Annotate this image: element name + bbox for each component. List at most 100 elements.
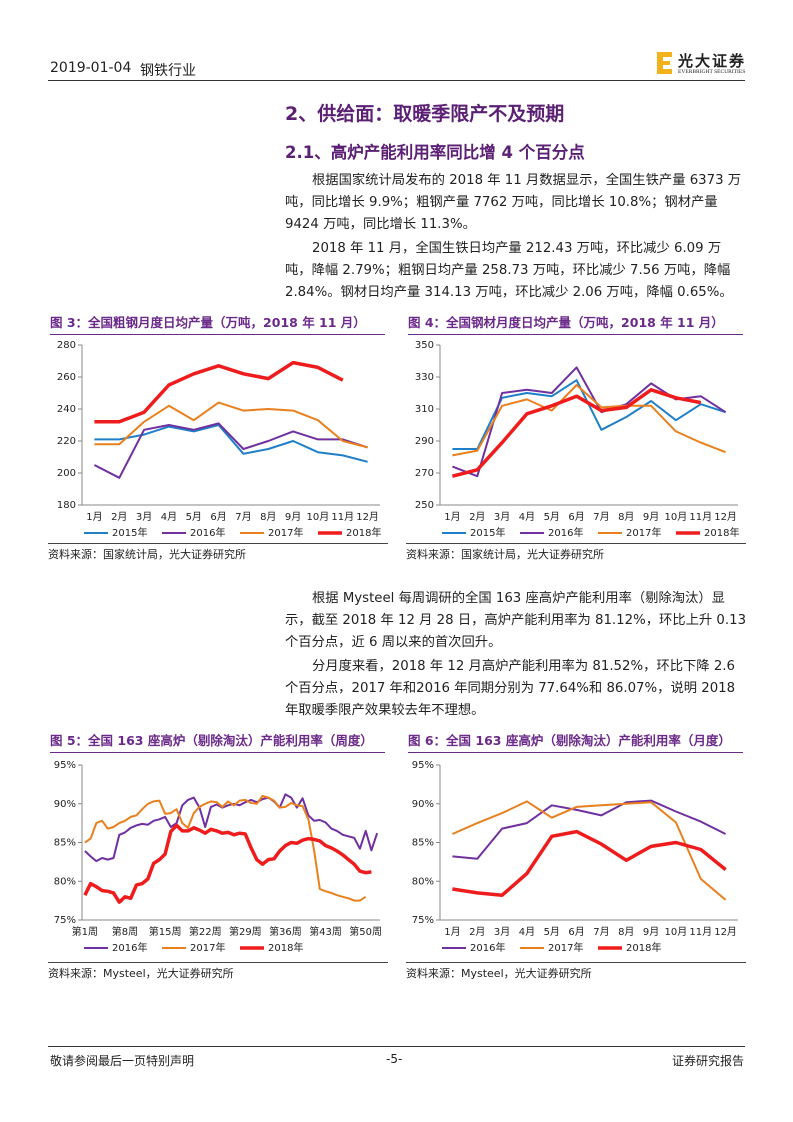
x-tick-label: 11月 — [689, 926, 712, 938]
y-tick-label: 310 — [415, 404, 434, 415]
series-line — [452, 799, 727, 860]
series-line — [83, 823, 372, 904]
x-tick-label: 7月 — [235, 511, 251, 523]
header-industry: 钢铁行业 — [140, 63, 196, 79]
legend-label: 2018年 — [704, 526, 739, 539]
y-tick-label: 330 — [415, 372, 434, 383]
x-tick-label: 第50周 — [349, 925, 382, 938]
x-tick-label: 12月 — [356, 511, 379, 523]
chart: 75% 80% 85% 90% 95% 1月 2月 3月 4月 5月 6月 7月 8月 9月 10月 11月 1… — [412, 760, 738, 954]
header-date: 2019-01-04 — [50, 60, 132, 76]
x-tick-label: 9月 — [643, 926, 659, 938]
y-tick-label: 80% — [54, 876, 76, 887]
x-tick-label: 8月 — [618, 511, 634, 523]
y-tick-label: 85% — [54, 838, 76, 849]
x-tick-label: 第1周 — [72, 925, 98, 938]
series-line — [94, 401, 368, 449]
legend-label: 2015年 — [470, 526, 505, 539]
legend-label: 2018年 — [268, 941, 303, 954]
x-tick-label: 10月 — [307, 511, 330, 523]
paragraph: 根据国家统计局发布的 2018 年 11 月数据显示，全国生铁产量 6373 万… — [285, 173, 742, 232]
subsection-heading: 2.1、高炉产能利用率同比增 4 个百分点 — [285, 143, 585, 162]
footer-left: 敬请参阅最后一页特别声明 — [50, 1054, 195, 1068]
x-tick-label: 12月 — [714, 926, 737, 938]
legend-label: 2017年 — [268, 526, 303, 539]
x-tick-label: 3月 — [494, 511, 510, 523]
y-tick-label: 85% — [412, 838, 434, 849]
x-tick-label: 10月 — [665, 926, 688, 938]
paragraph: 分月度来看，2018 年 12 月高炉产能利用率为 81.52%，环比下降 2.… — [285, 659, 736, 718]
series-line — [451, 800, 727, 901]
x-tick-label: 5月 — [544, 926, 560, 938]
section-heading: 2、供给面：取暖季限产不及预期 — [285, 103, 565, 125]
x-tick-label: 6月 — [568, 511, 584, 523]
logo-text: 光大证券 — [678, 52, 747, 70]
x-tick-label: 10月 — [665, 511, 688, 523]
figure-title: 图 3：全国粗钢月度日均产量（万吨，2018 年 11 月） — [50, 312, 385, 335]
legend-label: 2017年 — [190, 941, 225, 954]
x-tick-label: 5月 — [544, 511, 560, 523]
x-tick-label: 第15周 — [149, 925, 182, 938]
legend-label: 2016年 — [470, 941, 505, 954]
legend-label: 2015年 — [112, 526, 147, 539]
series-line — [452, 384, 726, 457]
x-tick-label: 9月 — [643, 511, 659, 523]
y-tick-label: 90% — [54, 799, 76, 810]
x-tick-label: 2月 — [469, 511, 485, 523]
source-note: 资料来源：Mysteel，光大证券研究所 — [48, 962, 388, 981]
logo-icon — [657, 52, 672, 74]
series-line — [451, 388, 702, 478]
series-line — [452, 829, 727, 897]
source-note: 资料来源：国家统计局，光大证券研究所 — [406, 543, 746, 562]
x-tick-label: 9月 — [285, 511, 301, 523]
y-tick-label: 270 — [415, 468, 434, 479]
y-tick-label: 75% — [412, 915, 434, 926]
chart: 75% 80% 85% 90% 95% 第1周 第8周 第15周 第22周 第29周 第36周 第43… — [54, 760, 382, 954]
y-tick-label: 200 — [57, 468, 76, 479]
source-note: 资料来源：Mysteel，光大证券研究所 — [406, 962, 746, 981]
x-tick-label: 1月 — [444, 926, 460, 938]
y-tick-label: 180 — [57, 500, 76, 511]
x-tick-label: 12月 — [714, 511, 737, 523]
legend-label: 2016年 — [112, 941, 147, 954]
paragraph: 根据 Mysteel 每周调研的全国 163 座高炉产能利用率（剔除淘汰）显示，… — [285, 591, 747, 650]
x-tick-label: 7月 — [593, 511, 609, 523]
x-tick-label: 第8周 — [112, 925, 138, 938]
header-rule — [48, 80, 745, 81]
y-tick-label: 80% — [412, 876, 434, 887]
x-tick-label: 第36周 — [269, 925, 302, 938]
x-tick-label: 6月 — [210, 511, 226, 523]
source-note: 资料来源：国家统计局，光大证券研究所 — [48, 543, 388, 562]
figure-title: 图 4：全国钢材月度日均产量（万吨，2018 年 11 月） — [408, 312, 743, 335]
x-tick-label: 2月 — [111, 511, 127, 523]
x-tick-label: 4月 — [161, 511, 177, 523]
y-tick-label: 240 — [57, 404, 76, 415]
series-line — [84, 795, 367, 902]
x-tick-label: 8月 — [260, 511, 276, 523]
y-tick-label: 280 — [57, 340, 76, 351]
series-line — [94, 424, 368, 463]
legend-label: 2017年 — [548, 941, 583, 954]
x-tick-label: 1月 — [86, 511, 102, 523]
paragraph: 2018 年 11 月，全国生铁日均产量 212.43 万吨，环比减少 6.09… — [285, 241, 733, 300]
logo-en: EVERBRIGHT SECURITIES — [678, 69, 746, 75]
legend-label: 2018年 — [346, 526, 381, 539]
x-tick-label: 第29周 — [229, 925, 262, 938]
y-tick-label: 290 — [415, 436, 434, 447]
footer-page: -5- — [386, 1052, 403, 1066]
x-tick-label: 2月 — [469, 926, 485, 938]
footer-rule — [48, 1046, 745, 1047]
footer-right: 证券研究报告 — [672, 1054, 745, 1068]
y-tick-label: 220 — [57, 436, 76, 447]
series-line — [93, 422, 368, 479]
series-line — [94, 360, 344, 424]
x-tick-label: 5月 — [186, 511, 202, 523]
x-tick-label: 3月 — [494, 926, 510, 938]
x-tick-label: 6月 — [568, 926, 584, 938]
y-tick-label: 90% — [412, 799, 434, 810]
figure-title: 图 6：全国 163 座高炉（剔除淘汰）产能利用率（月度） — [408, 730, 743, 753]
x-tick-label: 3月 — [136, 511, 152, 523]
x-tick-label: 4月 — [519, 511, 535, 523]
